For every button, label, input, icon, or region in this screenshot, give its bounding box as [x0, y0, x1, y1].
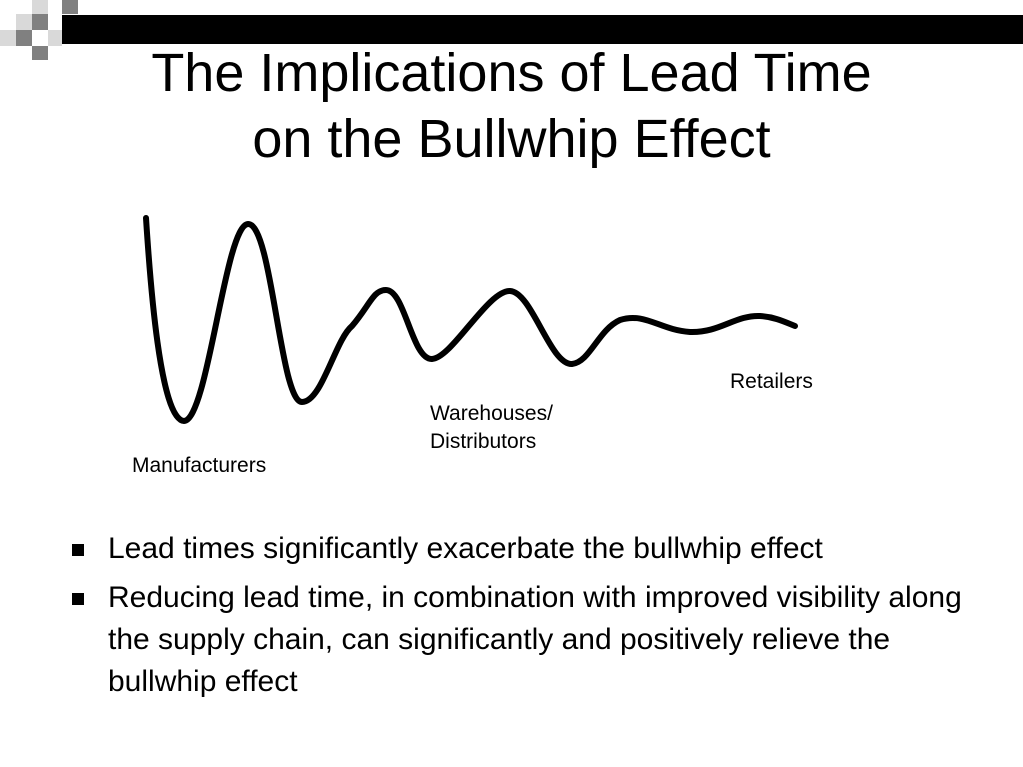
bullet-item: Reducing lead time, in combination with …	[68, 577, 998, 703]
label-distributors: Distributors	[430, 430, 537, 453]
bullet-square-icon	[72, 593, 84, 605]
title-line-1: The Implications of Lead Time	[151, 43, 872, 103]
label-retailers: Retailers	[730, 370, 813, 393]
title-bar-stripe	[62, 15, 1023, 44]
title-line-2: on the Bullwhip Effect	[252, 109, 771, 169]
bullet-square-icon	[72, 544, 84, 556]
bullet-item: Lead times significantly exacerbate the …	[68, 528, 998, 570]
decorative-squares	[0, 0, 78, 60]
slide-title: The Implications of Lead Time on the Bul…	[0, 40, 1023, 172]
bullwhip-wave-curve	[143, 215, 798, 424]
label-manufacturers: Manufacturers	[132, 454, 267, 477]
label-warehouses-distributors: Warehouses/ Distributors	[430, 400, 553, 456]
bullet-list: Lead times significantly exacerbate the …	[68, 528, 998, 710]
bullet-text: Reducing lead time, in combination with …	[108, 581, 962, 698]
bullet-text: Lead times significantly exacerbate the …	[108, 532, 823, 565]
label-warehouses: Warehouses/	[430, 402, 553, 425]
